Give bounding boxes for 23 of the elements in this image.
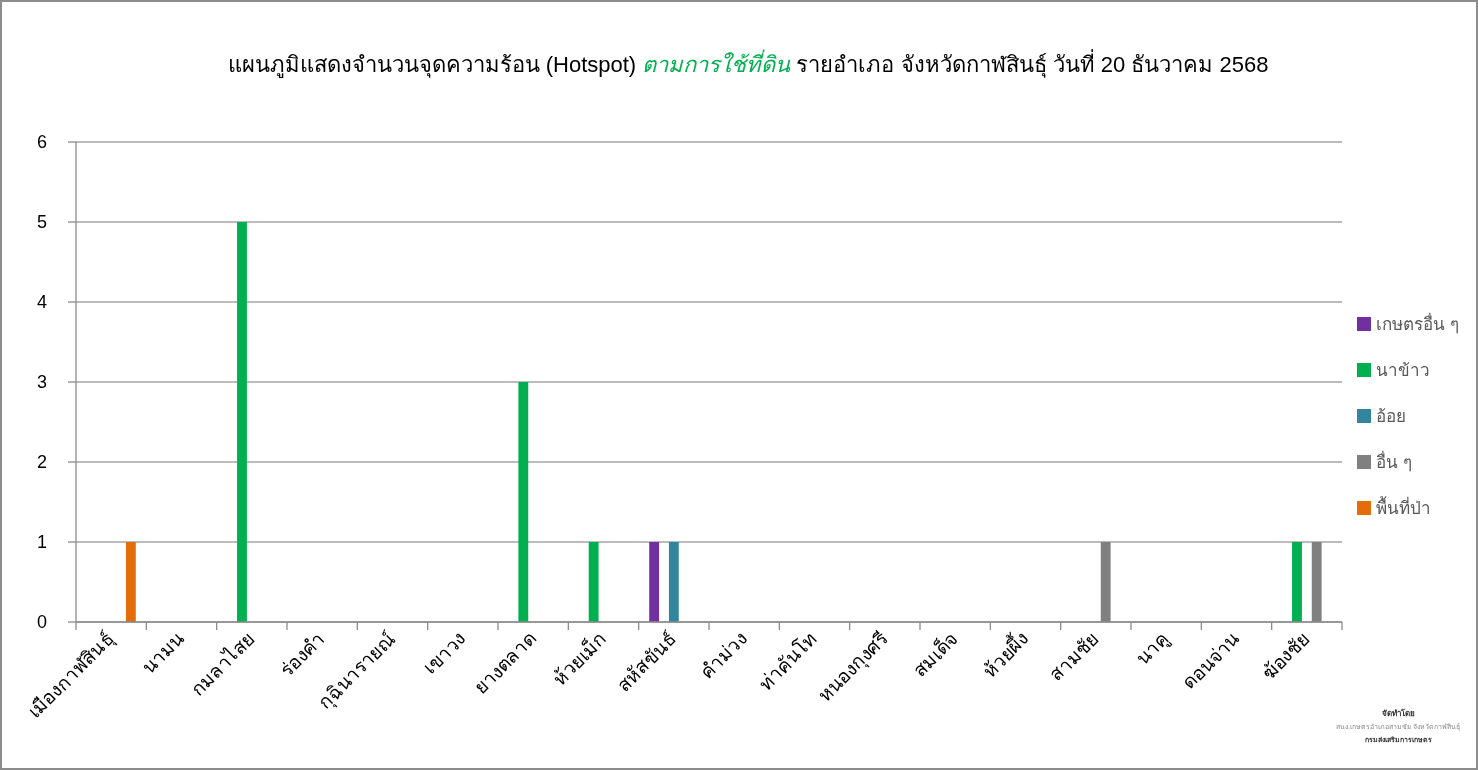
- bar: [1292, 542, 1302, 622]
- legend-label: พื้นที่ป่า: [1376, 496, 1431, 518]
- legend-label: เกษตรอื่น ๆ: [1376, 312, 1459, 334]
- legend-label: อ้อย: [1376, 407, 1406, 426]
- bar: [649, 542, 660, 622]
- bar: [125, 542, 136, 622]
- x-tick-label: นาคู: [1131, 627, 1174, 670]
- bar: [518, 382, 529, 622]
- legend-item: อ้อย: [1357, 407, 1406, 426]
- legend-label: อื่น ๆ: [1376, 450, 1412, 472]
- bar: [588, 542, 599, 622]
- y-tick-label: 2: [36, 452, 48, 472]
- bar: [237, 222, 247, 622]
- y-tick-label: 3: [36, 372, 48, 392]
- bar: [668, 542, 679, 622]
- legend-label: นาข้าว: [1376, 361, 1430, 380]
- y-tick-label: 5: [36, 212, 48, 232]
- annotation: จัดทำโดย: [1381, 709, 1415, 718]
- y-tick-label: 0: [36, 612, 48, 632]
- legend-item: นาข้าว: [1357, 361, 1430, 380]
- y-tick-label: 4: [36, 292, 48, 312]
- y-tick-label: 1: [36, 532, 48, 552]
- y-tick-label: 6: [36, 132, 48, 152]
